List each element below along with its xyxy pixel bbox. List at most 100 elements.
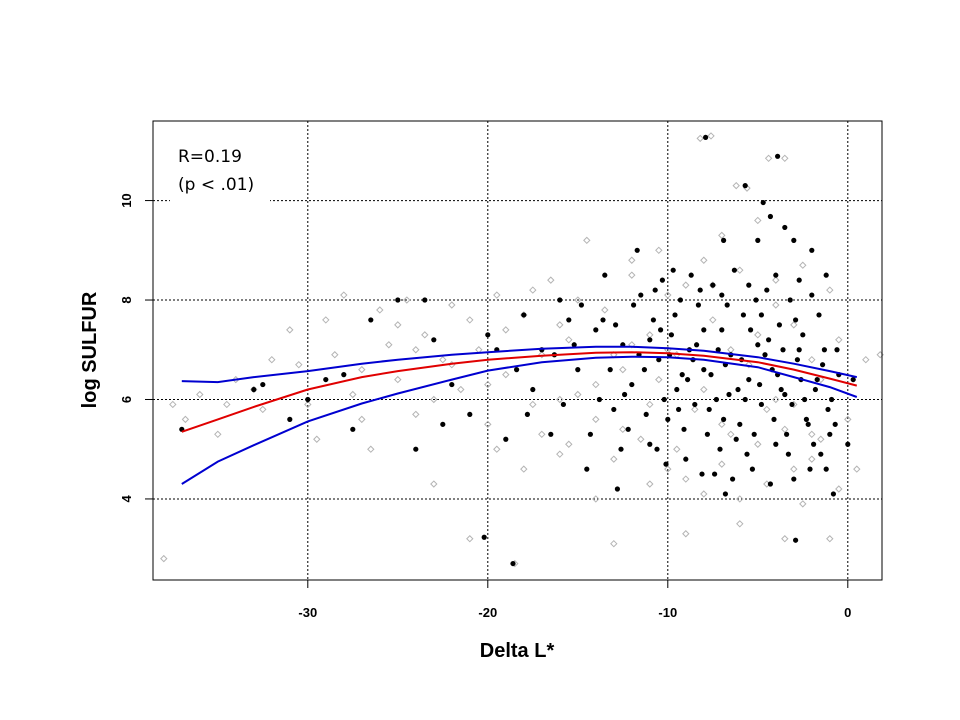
- filled-point: [287, 416, 293, 422]
- filled-point: [665, 416, 671, 422]
- filled-point: [611, 406, 617, 413]
- open-point: [700, 256, 708, 264]
- filled-point: [584, 466, 590, 472]
- filled-point: [749, 466, 756, 472]
- open-point: [439, 355, 447, 364]
- open-point: [745, 360, 753, 369]
- open-point: [223, 400, 231, 409]
- open-point: [732, 181, 740, 190]
- filled-point: [681, 426, 687, 432]
- annotation-r: R=0.19: [178, 147, 242, 167]
- filled-point: [785, 451, 792, 457]
- open-point: [493, 445, 501, 453]
- filled-point: [647, 337, 653, 343]
- filled-point: [575, 367, 581, 373]
- filled-point: [730, 476, 736, 482]
- filled-point: [708, 372, 714, 378]
- filled-point: [845, 441, 851, 447]
- open-point: [367, 445, 375, 453]
- open-point: [196, 390, 204, 399]
- open-point: [502, 370, 510, 379]
- open-point: [646, 331, 654, 339]
- open-point: [754, 440, 762, 448]
- filled-point: [829, 396, 835, 403]
- filled-point: [784, 431, 790, 437]
- filled-point: [737, 421, 743, 427]
- open-point: [826, 535, 834, 543]
- filled-point: [715, 347, 721, 353]
- filled-point: [683, 456, 689, 462]
- filled-point: [735, 386, 741, 393]
- filled-point: [625, 426, 631, 432]
- open-point: [655, 246, 663, 255]
- filled-point: [794, 357, 801, 363]
- open-point: [592, 495, 600, 503]
- filled-point: [440, 421, 446, 427]
- filled-point: [776, 322, 783, 328]
- open-point: [781, 154, 789, 163]
- filled-point: [503, 436, 509, 442]
- open-point: [610, 539, 618, 548]
- filled-point: [631, 302, 637, 308]
- open-point: [628, 271, 636, 279]
- open-point: [619, 365, 627, 374]
- open-point: [529, 286, 537, 294]
- filled-point: [821, 347, 828, 353]
- filled-point: [823, 272, 829, 278]
- open-point: [592, 415, 600, 424]
- open-point: [655, 375, 663, 384]
- filled-point: [350, 426, 356, 432]
- open-point: [799, 261, 807, 269]
- filled-point: [767, 213, 774, 220]
- filled-point: [719, 292, 725, 298]
- open-point: [538, 430, 546, 439]
- filled-point: [812, 386, 819, 393]
- filled-point: [703, 134, 709, 141]
- filled-point: [656, 357, 662, 363]
- filled-point: [773, 272, 779, 278]
- open-point: [340, 291, 348, 299]
- open-point: [565, 336, 573, 344]
- filled-point: [305, 396, 311, 403]
- filled-point: [766, 337, 772, 343]
- y-tick-label: 8: [119, 296, 134, 303]
- filled-point: [600, 317, 606, 323]
- filled-point: [805, 421, 811, 427]
- open-point: [529, 400, 537, 409]
- filled-point: [695, 302, 702, 308]
- open-point: [331, 351, 339, 359]
- open-point: [718, 460, 726, 468]
- open-point: [664, 291, 672, 299]
- open-point: [790, 465, 798, 473]
- filled-point: [746, 376, 752, 383]
- filled-point: [634, 247, 640, 253]
- filled-point: [850, 376, 856, 383]
- filled-point: [467, 411, 473, 418]
- filled-point: [791, 476, 797, 482]
- open-point: [394, 321, 402, 329]
- filled-point: [566, 317, 572, 323]
- filled-point: [825, 406, 831, 413]
- filled-point: [629, 381, 635, 388]
- open-point: [808, 455, 816, 463]
- open-point: [682, 475, 690, 483]
- x-tick-label: -10: [658, 605, 677, 620]
- open-point: [628, 256, 636, 264]
- filled-point: [578, 302, 585, 308]
- filled-point: [643, 411, 649, 418]
- filled-point: [658, 327, 664, 333]
- filled-point: [721, 237, 727, 243]
- filled-point: [514, 367, 520, 373]
- filled-point: [481, 534, 487, 540]
- filled-point: [431, 337, 437, 343]
- filled-point: [704, 431, 711, 437]
- filled-point: [654, 446, 660, 452]
- filled-point: [724, 302, 730, 308]
- open-point: [646, 400, 654, 409]
- open-point: [538, 351, 546, 359]
- filled-point: [596, 396, 603, 403]
- filled-point: [688, 272, 694, 278]
- open-point: [565, 440, 573, 448]
- filled-point: [323, 376, 329, 383]
- open-point: [754, 331, 762, 339]
